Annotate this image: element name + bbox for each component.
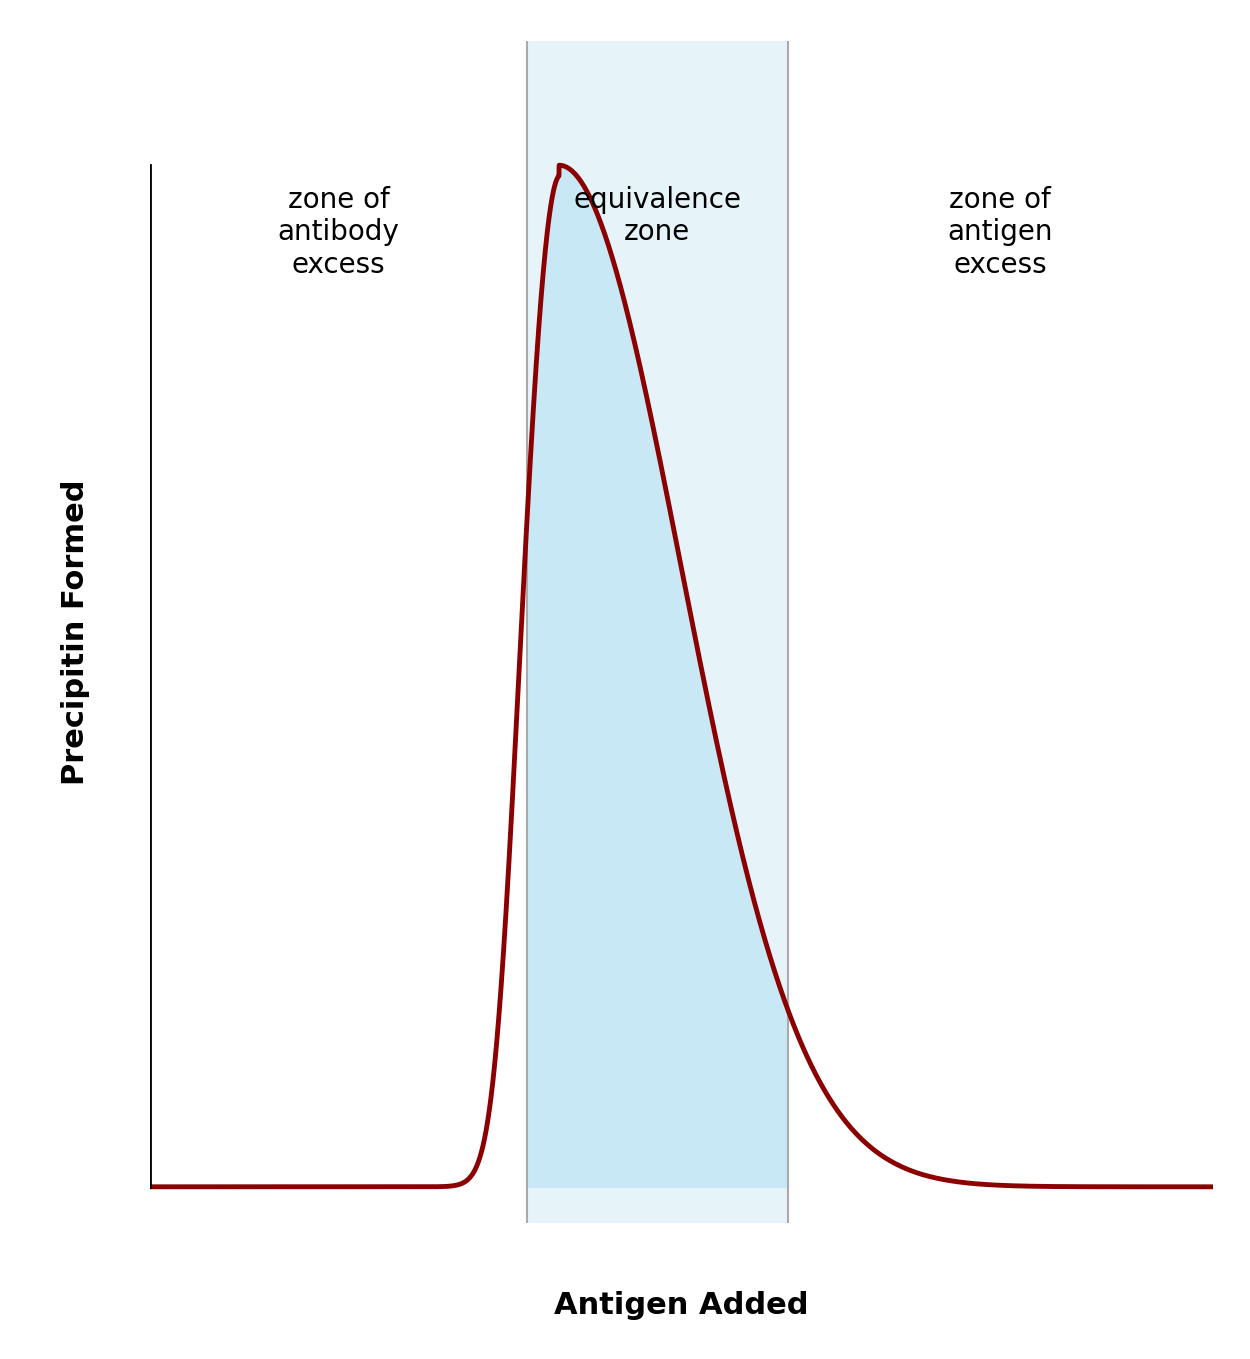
Bar	[528, 41, 788, 1223]
Text: equivalence
zone: equivalence zone	[574, 186, 741, 246]
Text: zone of
antibody
excess: zone of antibody excess	[278, 186, 400, 279]
Text: zone of
antigen
excess: zone of antigen excess	[948, 186, 1052, 279]
Text: Precipitin Formed: Precipitin Formed	[61, 480, 90, 784]
Text: Antigen Added: Antigen Added	[554, 1291, 809, 1321]
